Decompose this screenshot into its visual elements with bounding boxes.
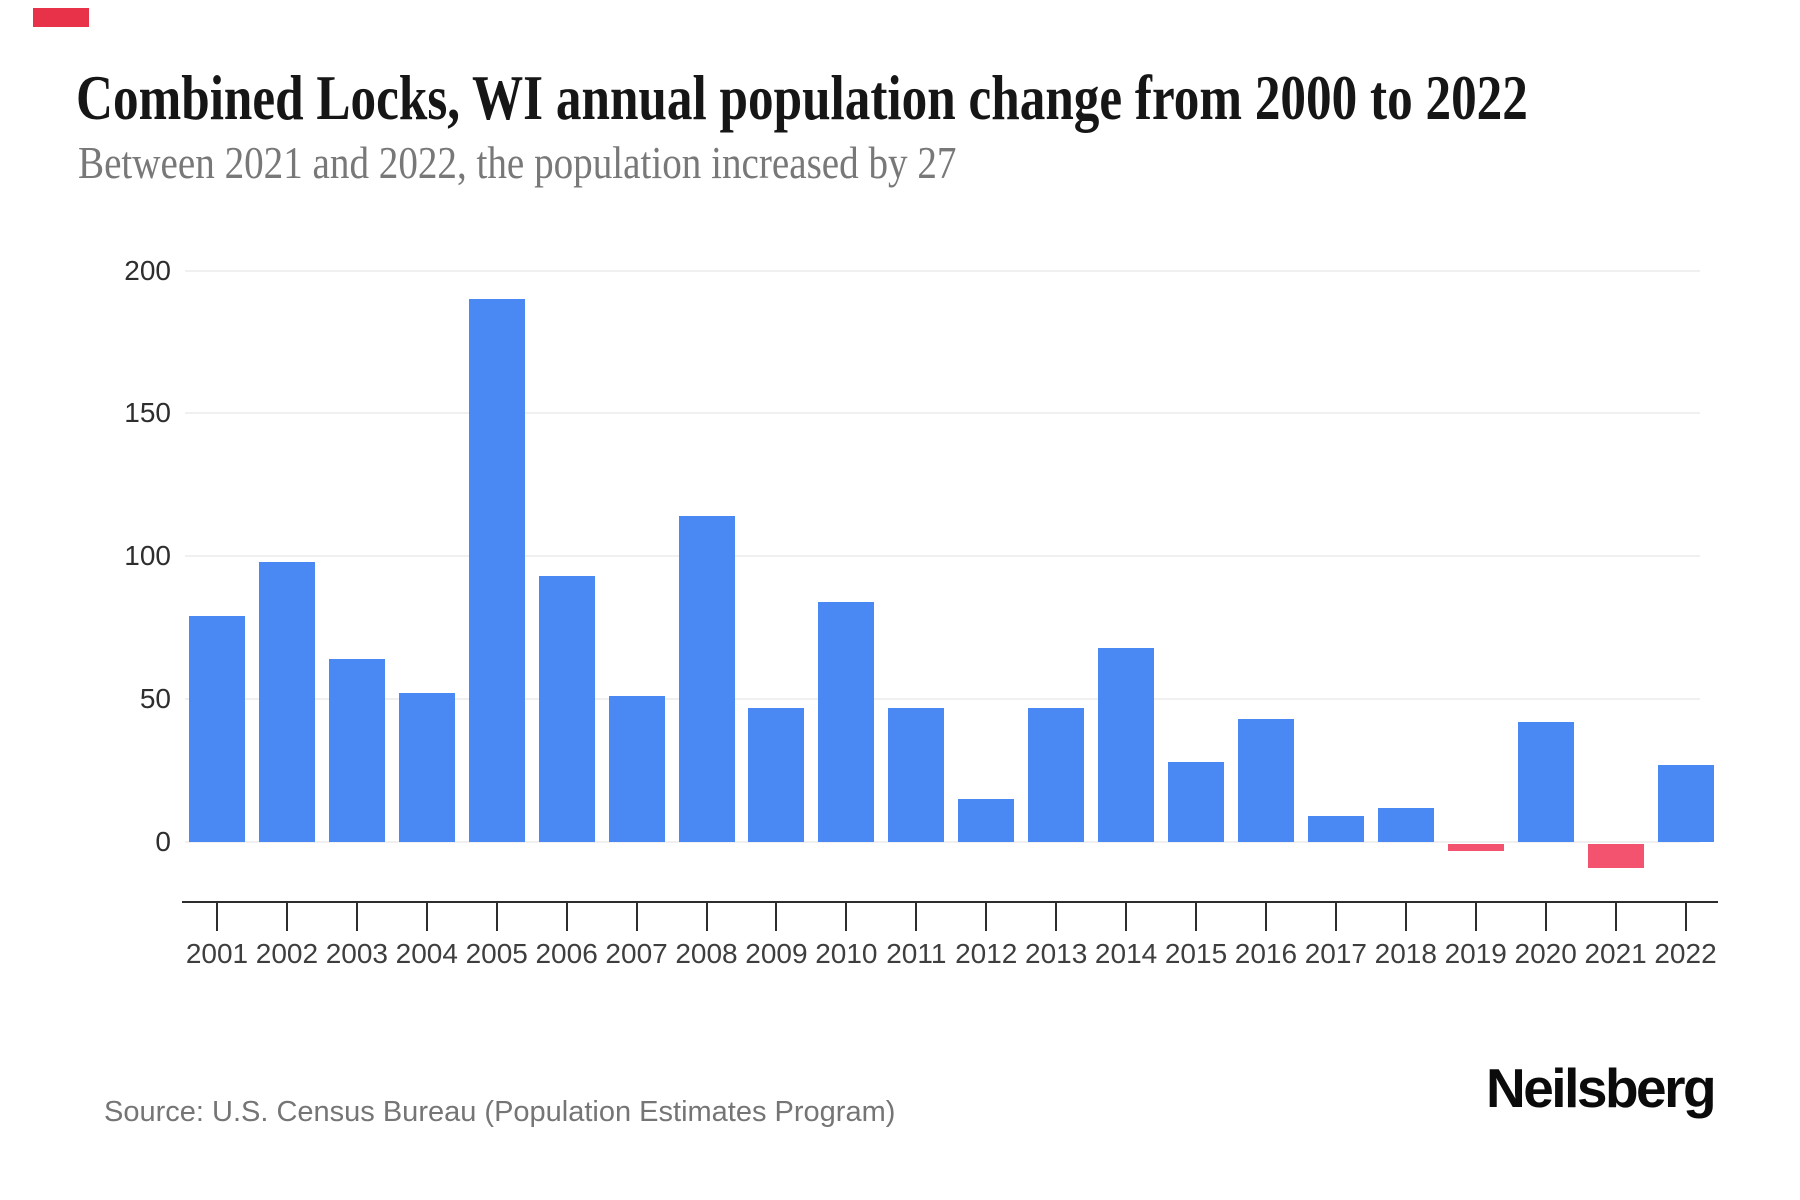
x-tick-2001 xyxy=(216,901,218,931)
x-tick-2013 xyxy=(1055,901,1058,931)
neilsberg-logo: Neilsberg xyxy=(1486,1057,1717,1119)
bar-2004[interactable] xyxy=(398,693,455,842)
x-axis-label-2011: 2011 xyxy=(886,938,947,969)
bar-2003[interactable] xyxy=(328,659,385,842)
x-tick-2004 xyxy=(425,901,428,931)
bar-2007[interactable] xyxy=(608,696,665,842)
x-axis-label-2019: 2019 xyxy=(1444,938,1507,969)
bar-2002[interactable] xyxy=(258,562,315,842)
gridline-150 xyxy=(185,412,1700,415)
x-axis-label-2012: 2012 xyxy=(955,938,1018,969)
x-tick-2012 xyxy=(985,901,988,931)
bar-2013[interactable] xyxy=(1028,707,1085,842)
x-tick-2007 xyxy=(635,901,638,931)
x-axis-label-2018: 2018 xyxy=(1374,938,1437,969)
y-axis-label-0: 0 xyxy=(155,826,171,857)
x-tick-2019 xyxy=(1474,901,1477,931)
source-attribution: Source: U.S. Census Bureau (Population E… xyxy=(104,1096,896,1128)
x-axis-label-2002: 2002 xyxy=(255,938,319,969)
x-axis-label-2014: 2014 xyxy=(1094,938,1158,969)
chart-subtitle: Between 2021 and 2022, the population in… xyxy=(78,137,957,188)
x-tick-2005 xyxy=(495,901,498,931)
x-tick-2010 xyxy=(845,901,848,931)
x-tick-2017 xyxy=(1334,901,1337,931)
bar-2006[interactable] xyxy=(538,576,595,842)
x-axis-label-2004: 2004 xyxy=(395,938,458,969)
x-tick-2022 xyxy=(1684,901,1687,931)
bar-2010[interactable] xyxy=(818,602,875,842)
x-tick-2002 xyxy=(285,901,288,931)
bar-2012[interactable] xyxy=(958,799,1015,842)
bar-2009[interactable] xyxy=(748,707,805,842)
bar-2015[interactable] xyxy=(1168,762,1225,842)
gridline-0 xyxy=(185,841,1700,843)
bar-2005[interactable] xyxy=(468,299,525,842)
x-axis-label-2017: 2017 xyxy=(1304,938,1368,969)
bar-2017[interactable] xyxy=(1307,816,1364,842)
x-tick-2020 xyxy=(1544,901,1547,931)
bar-2014[interactable] xyxy=(1098,647,1155,842)
x-tick-2014 xyxy=(1125,901,1128,931)
corner-annotation-marker xyxy=(33,8,89,27)
x-axis-label-2007: 2007 xyxy=(605,938,668,969)
y-axis-label-200: 200 xyxy=(124,254,171,286)
x-axis-label-2009: 2009 xyxy=(745,938,808,969)
x-axis-label-2006: 2006 xyxy=(535,938,598,969)
x-tick-2006 xyxy=(565,901,568,931)
x-tick-2008 xyxy=(705,901,708,931)
x-axis-label-2001: 2001 xyxy=(185,938,249,969)
gridline-50 xyxy=(185,698,1700,701)
bar-2022[interactable] xyxy=(1657,764,1714,842)
x-tick-2009 xyxy=(775,901,778,931)
x-axis-label-2008: 2008 xyxy=(675,938,738,969)
x-axis-label-2003: 2003 xyxy=(325,938,388,969)
bar-2016[interactable] xyxy=(1237,719,1294,842)
x-tick-2003 xyxy=(355,901,358,931)
chart-title: Combined Locks, WI annual population cha… xyxy=(76,62,1528,133)
bar-2021[interactable] xyxy=(1587,844,1644,868)
bar-2008[interactable] xyxy=(678,516,735,842)
x-axis-label-2005: 2005 xyxy=(465,938,528,969)
y-axis-label-50: 50 xyxy=(139,683,171,715)
bar-2011[interactable] xyxy=(888,707,945,842)
bar-2018[interactable] xyxy=(1377,807,1434,842)
y-axis-label-100: 100 xyxy=(124,540,171,572)
x-tick-2011 xyxy=(915,901,918,931)
x-tick-2018 xyxy=(1404,901,1407,931)
x-axis-label-2021: 2021 xyxy=(1584,938,1647,969)
x-axis-label-2015: 2015 xyxy=(1164,938,1228,969)
x-tick-2021 xyxy=(1614,901,1617,931)
gridline-200 xyxy=(185,269,1700,272)
x-axis-label-2010: 2010 xyxy=(815,938,878,969)
bar-2019[interactable] xyxy=(1447,844,1504,851)
gridline-100 xyxy=(185,555,1700,558)
bar-2001[interactable] xyxy=(189,616,245,842)
x-axis-label-2016: 2016 xyxy=(1234,938,1298,969)
x-axis-label-2013: 2013 xyxy=(1025,938,1088,969)
x-tick-2016 xyxy=(1264,901,1267,931)
bar-2020[interactable] xyxy=(1517,722,1574,842)
x-axis-line xyxy=(182,901,1718,903)
x-axis-label-2022: 2022 xyxy=(1654,938,1717,969)
x-tick-2015 xyxy=(1195,901,1198,931)
x-axis-label-2020: 2020 xyxy=(1514,938,1577,969)
y-axis-label-150: 150 xyxy=(124,397,171,429)
